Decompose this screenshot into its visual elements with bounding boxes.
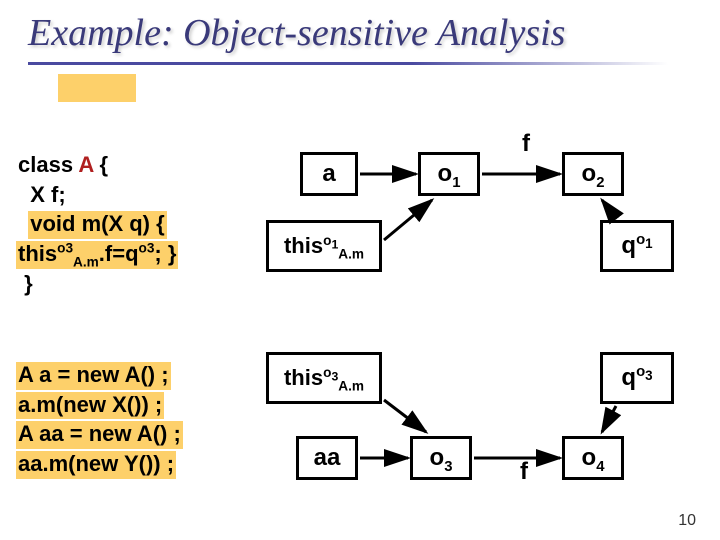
slide-number: 10 xyxy=(678,512,696,530)
arrows xyxy=(0,0,720,540)
